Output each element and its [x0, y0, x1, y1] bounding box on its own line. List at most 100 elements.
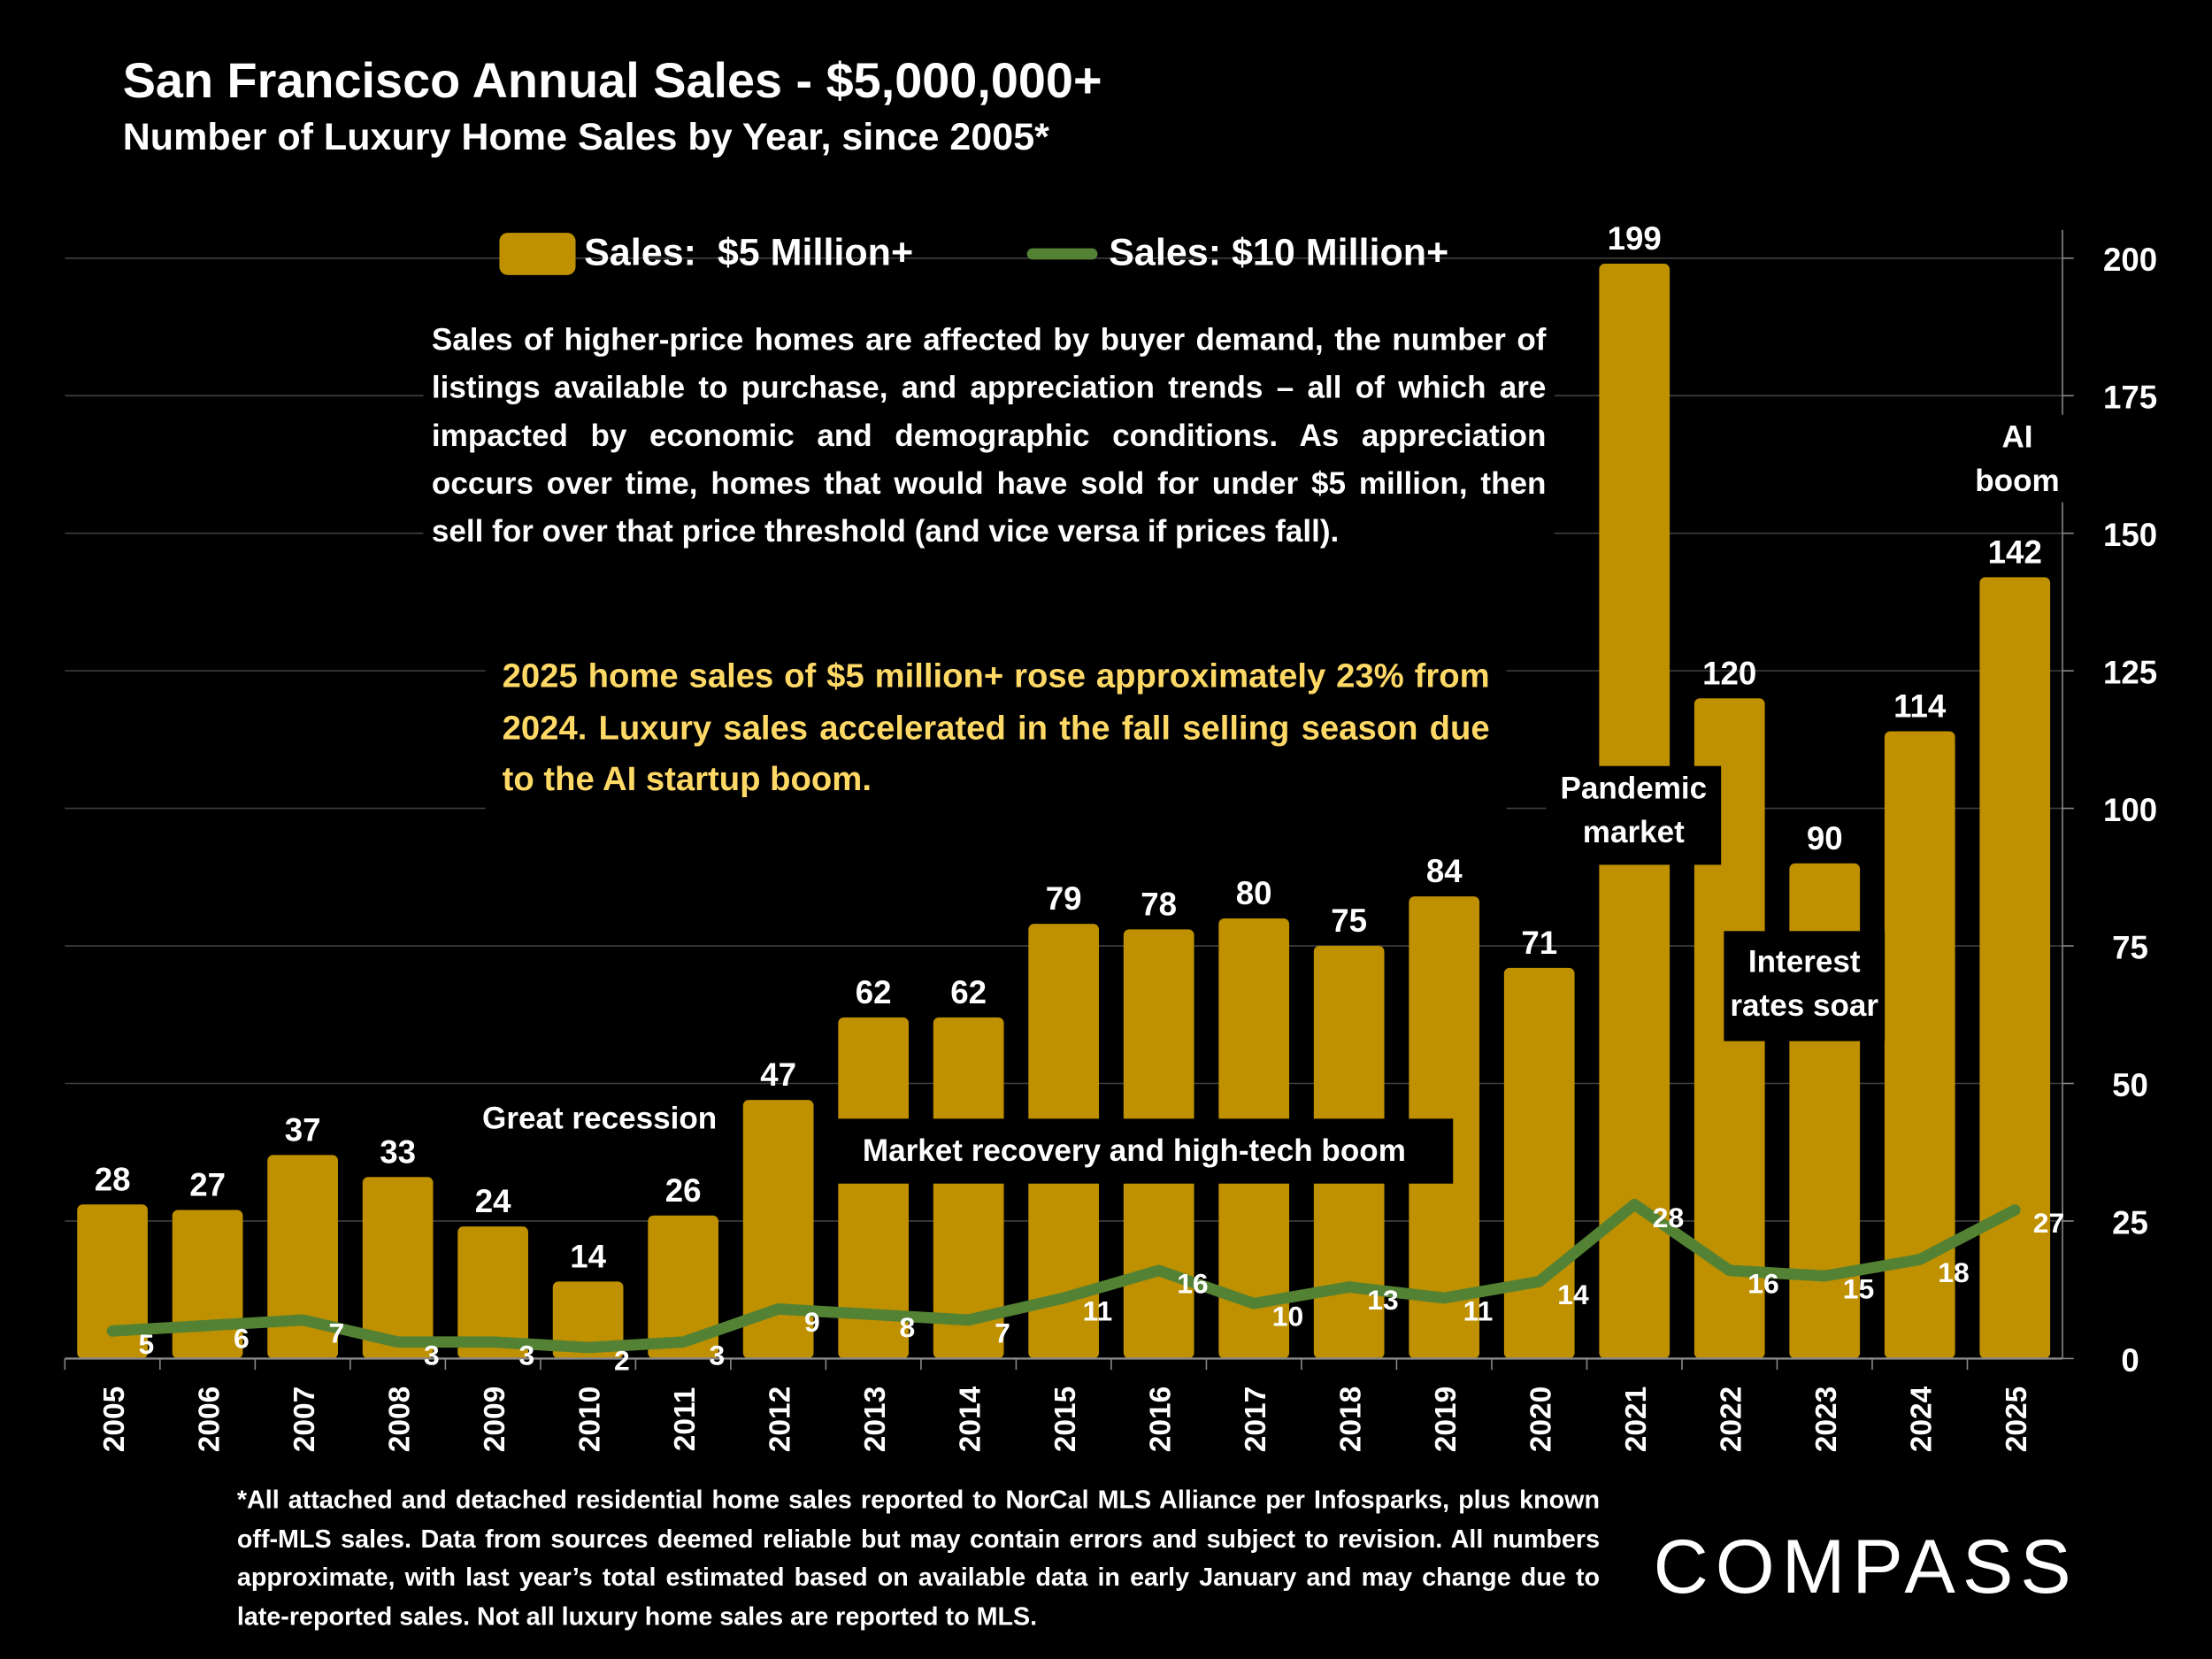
legend-item-bar: Sales: $5 Million+	[499, 231, 914, 275]
x-tick-label: 2005	[98, 1386, 131, 1452]
series-line-10m	[106, 1198, 2021, 1354]
bar-value-label: 90	[1807, 820, 1843, 856]
y-tick-label: 100	[2103, 792, 2157, 828]
compass-logo: COMPASS	[1653, 1525, 2078, 1610]
bar-value-label: 47	[760, 1056, 796, 1093]
bar-value-label: 26	[665, 1172, 702, 1209]
legend-label: Sales: $10 Million+	[1109, 231, 1449, 274]
annotation-ai-boom: AI boom	[1963, 414, 2071, 503]
line-value-label: 11	[1463, 1295, 1494, 1327]
line-value-label: 14	[1557, 1279, 1589, 1310]
x-tick-label: 2021	[1620, 1386, 1653, 1452]
x-tick-label: 2015	[1049, 1386, 1082, 1452]
legend-label: Sales: $5 Million+	[584, 231, 914, 274]
annotation-pandemic: Pandemic market	[1546, 765, 1722, 865]
bar-2007	[267, 1155, 338, 1359]
x-tick-label: 2023	[1810, 1386, 1843, 1452]
y-tick-label: 0	[2121, 1342, 2139, 1379]
legend-swatch-line	[1026, 247, 1098, 259]
annotation-interest-rates: Interest rates soar	[1724, 931, 1886, 1041]
line-value-label: 16	[1747, 1267, 1778, 1299]
x-tick-label: 2010	[573, 1386, 606, 1452]
bar-2010	[552, 1281, 624, 1359]
bar-value-label: 71	[1521, 925, 1557, 961]
bar-2008	[362, 1177, 434, 1359]
x-tick-label: 2024	[1906, 1386, 1939, 1452]
y-tick-label: 50	[2112, 1067, 2148, 1103]
bar-value-label: 62	[856, 974, 892, 1010]
x-tick-label: 2018	[1334, 1386, 1367, 1452]
line-value-label: 3	[710, 1339, 726, 1371]
line-value-label: 8	[900, 1311, 916, 1343]
y-tick-label: 75	[2112, 929, 2148, 965]
legend-swatch-bar	[499, 232, 576, 275]
x-tick-label: 2020	[1525, 1386, 1557, 1452]
bar-2013	[838, 1017, 910, 1359]
bar-value-label: 14	[570, 1238, 606, 1274]
bar-value-label: 28	[95, 1161, 131, 1197]
line-value-label: 7	[329, 1317, 345, 1348]
bar-2025	[1979, 577, 2051, 1359]
y-tick-label: 200	[2103, 242, 2157, 278]
bar-value-label: 80	[1236, 875, 1272, 911]
bar-value-label: 75	[1331, 902, 1367, 939]
line-value-label: 3	[519, 1339, 535, 1371]
bar-value-label: 114	[1893, 688, 1947, 725]
x-tick-label: 2014	[954, 1386, 987, 1452]
x-tick-label: 2008	[383, 1386, 416, 1452]
line-value-label: 18	[1938, 1256, 1969, 1288]
line-value-label: 11	[1083, 1295, 1113, 1327]
x-tick-label: 2016	[1144, 1386, 1177, 1452]
x-tick-label: 2009	[479, 1386, 511, 1452]
y-tick-label: 175	[2103, 380, 2157, 416]
chart-title: San Francisco Annual Sales - $5,000,000+	[122, 53, 1102, 109]
bar-value-label: 62	[950, 974, 987, 1010]
y-tick-label: 150	[2103, 517, 2157, 553]
line-value-label: 16	[1177, 1267, 1208, 1299]
bar-2005	[77, 1204, 148, 1359]
bar-value-label: 120	[1702, 655, 1756, 691]
bar-value-label: 37	[285, 1111, 321, 1148]
bar-2009	[457, 1226, 528, 1359]
bar-2006	[172, 1210, 243, 1359]
x-tick-label: 2013	[859, 1386, 892, 1452]
annotation-market-recovery: Market recovery and high-tech boom	[815, 1118, 1454, 1184]
bar-2024	[1884, 731, 1955, 1359]
line-value-label: 15	[1843, 1273, 1874, 1305]
x-tick-label: 2025	[2001, 1386, 2033, 1452]
line-value-label: 5	[138, 1328, 154, 1360]
bar-value-label: 78	[1141, 886, 1177, 922]
line-value-label: 28	[1653, 1202, 1684, 1233]
line-value-label: 9	[804, 1306, 820, 1338]
x-tick-label: 2019	[1430, 1386, 1463, 1452]
x-tick-label: 2012	[764, 1386, 796, 1452]
highlight-text: 2025 home sales of $5 million+ rose appr…	[485, 646, 1507, 812]
x-tick-label: 2006	[193, 1386, 226, 1452]
bar-2011	[648, 1215, 719, 1359]
x-tick-label: 2007	[288, 1386, 321, 1452]
line-value-label: 7	[995, 1317, 1010, 1348]
x-tick-label: 2017	[1240, 1386, 1272, 1452]
y-tick-label: 25	[2112, 1204, 2148, 1240]
annotation-great-recession: Great recession	[473, 1095, 726, 1141]
line-value-label: 10	[1272, 1301, 1303, 1333]
x-tick-label: 2011	[669, 1387, 702, 1452]
line-value-label: 27	[2033, 1207, 2064, 1239]
footnote: *All attached and detached residential h…	[236, 1485, 1601, 1631]
bar-value-label: 33	[380, 1133, 416, 1170]
line-value-label: 13	[1367, 1284, 1398, 1316]
bar-2012	[742, 1100, 814, 1359]
chart-subtitle: Number of Luxury Home Sales by Year, sin…	[122, 115, 1049, 158]
bar-2014	[933, 1017, 1004, 1359]
description-text: Sales of higher-price homes are affected…	[423, 312, 1555, 559]
y-tick-label: 125	[2103, 654, 2157, 690]
bar-value-label: 79	[1046, 880, 1082, 917]
bar-value-label: 84	[1426, 853, 1463, 889]
line-value-label: 2	[614, 1344, 630, 1376]
line-value-label: 6	[234, 1323, 250, 1355]
bar-value-label: 24	[475, 1183, 511, 1219]
x-tick-label: 2022	[1715, 1386, 1747, 1452]
bar-value-label: 199	[1608, 220, 1662, 257]
